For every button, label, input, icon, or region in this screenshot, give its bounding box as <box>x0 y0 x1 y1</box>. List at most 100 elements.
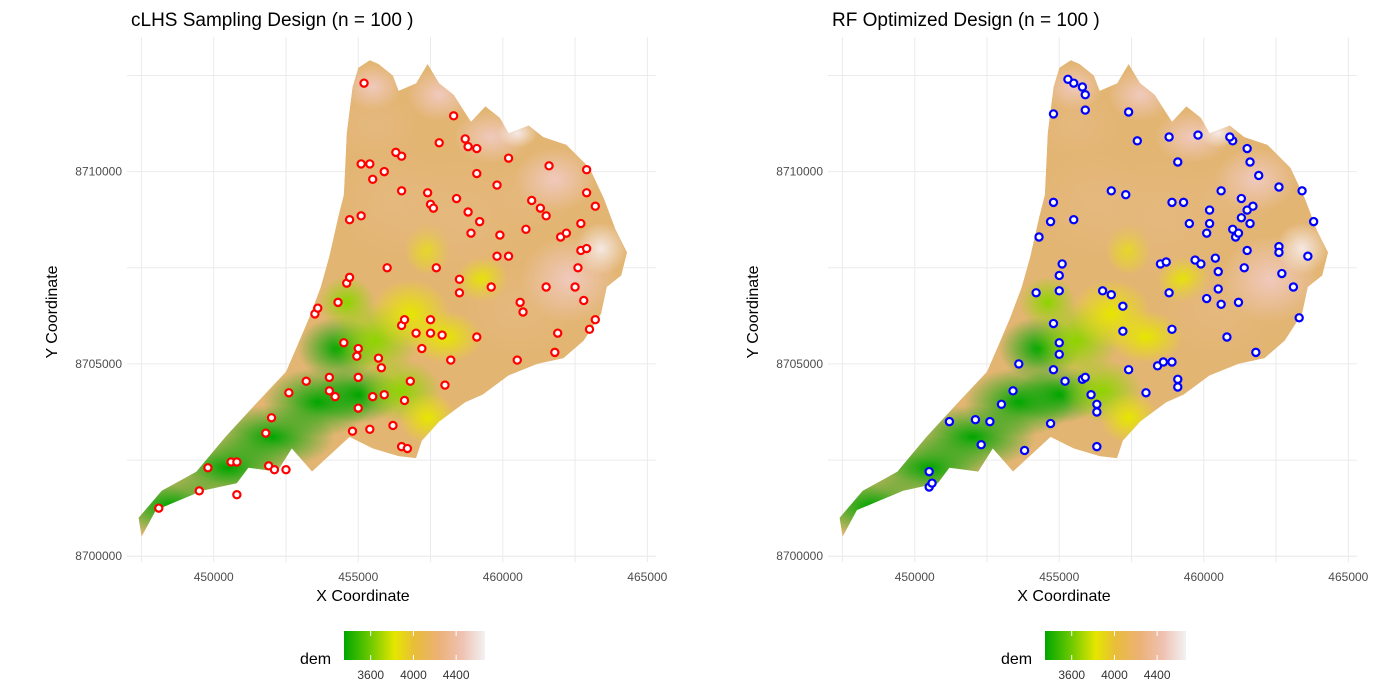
sample-point <box>434 138 444 148</box>
legend-tick-label: 4400 <box>1144 668 1171 682</box>
y-tick-label: 8705000 <box>776 357 823 371</box>
x-tick-label: 460000 <box>483 570 523 584</box>
legend-colorbar <box>1045 631 1186 660</box>
sample-point <box>425 314 436 325</box>
sample-point <box>440 380 450 390</box>
sample-point <box>581 164 592 175</box>
sample-point <box>232 457 242 467</box>
x-tick-label: 455000 <box>338 570 378 584</box>
sample-point <box>561 228 572 238</box>
sample-point <box>437 330 447 340</box>
sample-point <box>1173 157 1183 167</box>
sample-point <box>1196 259 1206 269</box>
sample-point <box>1236 193 1247 204</box>
sample-point <box>1045 418 1056 429</box>
sample-points <box>154 78 600 513</box>
sample-point <box>1173 374 1183 385</box>
x-tick-label: 455000 <box>1039 570 1079 584</box>
sample-point <box>405 376 415 386</box>
sample-point <box>1204 205 1215 215</box>
x-axis-title: X Coordinate <box>1017 588 1110 605</box>
sample-point <box>1242 143 1252 154</box>
dem-raster <box>138 60 628 537</box>
sample-point <box>1123 364 1134 375</box>
legend: dem 3600 4000 4400 <box>300 631 485 682</box>
sample-point <box>924 466 934 477</box>
sample-point <box>352 351 362 361</box>
sample-point <box>356 211 366 221</box>
y-tick-label: 8710000 <box>776 165 823 179</box>
sample-point <box>301 376 311 386</box>
sample-point <box>985 416 995 427</box>
sample-point <box>454 274 465 285</box>
sample-point <box>518 307 528 317</box>
sample-point <box>1057 259 1067 269</box>
sample-point <box>1236 213 1247 223</box>
sample-point <box>579 295 589 306</box>
sample-point <box>396 186 407 196</box>
sample-point <box>472 168 482 179</box>
sample-point <box>503 153 514 163</box>
elevation-zone <box>1276 222 1329 275</box>
sample-point <box>976 439 986 450</box>
sample-point <box>472 332 482 342</box>
sample-point <box>1019 445 1030 456</box>
elevation-zone <box>1099 391 1158 444</box>
sample-point <box>368 391 378 402</box>
sample-point <box>1167 197 1177 208</box>
sample-point <box>1173 382 1183 392</box>
sample-point <box>1213 266 1223 277</box>
sample-point <box>428 203 439 213</box>
sample-point <box>535 203 546 213</box>
panel-rf-optimized: RF Optimized Design (n = 100 ) 450000 455… <box>745 10 1369 682</box>
sample-point <box>388 420 398 431</box>
sample-point <box>1216 299 1226 310</box>
sample-point <box>411 328 421 338</box>
sample-point <box>344 214 355 225</box>
elevation-zone <box>1033 90 1120 161</box>
sample-point <box>503 251 514 261</box>
sample-point <box>1063 74 1073 85</box>
sample-point <box>379 166 389 177</box>
sample-point <box>1132 136 1143 146</box>
sample-point <box>1204 218 1215 229</box>
sample-point <box>512 355 522 365</box>
sample-point <box>232 489 242 500</box>
sample-point <box>1254 170 1264 181</box>
sample-point <box>1294 313 1304 323</box>
legend-title: dem <box>300 651 331 668</box>
sample-point <box>1233 297 1244 308</box>
dem-raster <box>839 60 1329 537</box>
y-tick-label: 8700000 <box>75 549 122 563</box>
sample-point <box>344 272 355 283</box>
sample-point <box>474 216 485 227</box>
sample-point <box>431 263 442 273</box>
sample-point <box>521 224 531 235</box>
sample-point <box>1048 318 1059 329</box>
y-axis-title: Y Coordinate <box>44 265 61 358</box>
sample-point <box>1201 293 1212 304</box>
sample-point <box>492 251 502 261</box>
legend-colorbar <box>344 631 485 660</box>
sample-point <box>1222 332 1232 342</box>
x-tick-label: 450000 <box>194 570 234 584</box>
sample-point <box>339 338 349 348</box>
legend-title: dem <box>1001 651 1032 668</box>
sample-point <box>1097 286 1108 296</box>
sample-point <box>515 297 525 308</box>
sample-point <box>1239 263 1249 273</box>
sample-point <box>425 328 436 338</box>
chart-title: cLHS Sampling Design (n = 100 ) <box>131 10 414 31</box>
sample-point <box>1054 286 1064 296</box>
sample-point <box>422 188 433 198</box>
sample-point <box>356 159 366 169</box>
elevation-zone <box>575 222 628 275</box>
sample-point <box>1242 245 1252 256</box>
sample-point <box>284 388 294 398</box>
sample-point <box>353 403 363 413</box>
sample-point <box>365 424 375 435</box>
sample-point <box>1303 251 1313 261</box>
sample-point <box>376 363 387 373</box>
sample-point <box>1106 289 1116 300</box>
sample-point <box>1069 214 1079 225</box>
